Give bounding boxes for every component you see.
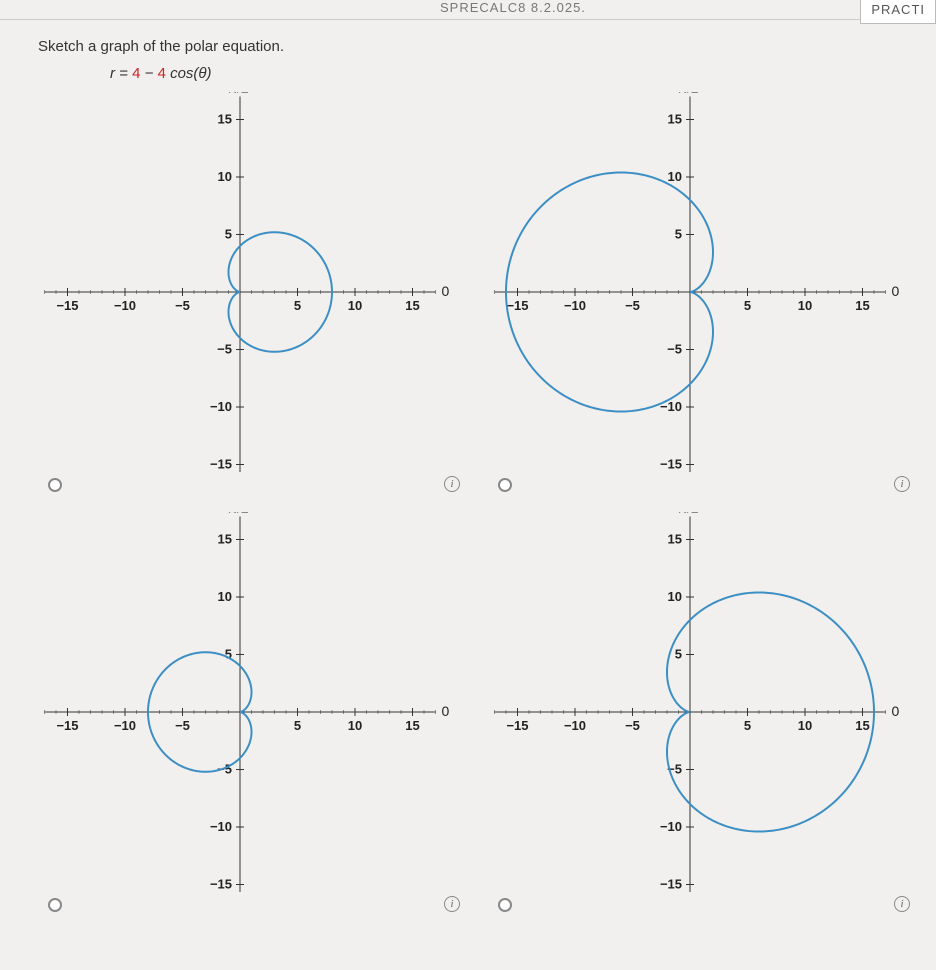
prompt-text: Sketch a graph of the polar equation. bbox=[38, 38, 936, 55]
chart-A: −15 −10 −5 5 10 15 15 10 5 −5 −10 −15 π/2 0 bbox=[30, 92, 450, 472]
radio-D[interactable] bbox=[498, 898, 512, 912]
svg-text:10: 10 bbox=[798, 718, 812, 733]
svg-text:−15: −15 bbox=[210, 877, 232, 892]
svg-text:−15: −15 bbox=[56, 298, 78, 313]
eq-minus: − bbox=[140, 65, 157, 82]
chart-D: −15−10−55101515105−5−10−15π/20 bbox=[480, 512, 900, 892]
svg-text:−15: −15 bbox=[56, 718, 78, 733]
svg-text:π/2: π/2 bbox=[677, 512, 699, 516]
choice-D: −15−10−55101515105−5−10−15π/20 i bbox=[480, 512, 920, 932]
radio-A[interactable] bbox=[48, 478, 62, 492]
svg-text:−5: −5 bbox=[217, 342, 232, 357]
svg-text:15: 15 bbox=[405, 718, 419, 733]
svg-text:−10: −10 bbox=[564, 298, 586, 313]
svg-text:5: 5 bbox=[294, 298, 301, 313]
svg-text:15: 15 bbox=[218, 532, 232, 547]
svg-text:0: 0 bbox=[892, 283, 900, 299]
equation: r = 4 − 4 cos(θ) bbox=[110, 65, 936, 82]
svg-text:−10: −10 bbox=[210, 399, 232, 414]
svg-text:5: 5 bbox=[744, 718, 751, 733]
svg-text:−5: −5 bbox=[667, 342, 682, 357]
info-icon[interactable]: i bbox=[894, 476, 910, 492]
svg-text:π/2: π/2 bbox=[227, 92, 249, 96]
svg-text:−10: −10 bbox=[114, 718, 136, 733]
svg-text:15: 15 bbox=[668, 532, 682, 547]
svg-text:15: 15 bbox=[668, 112, 682, 127]
svg-text:−10: −10 bbox=[660, 399, 682, 414]
svg-text:0: 0 bbox=[442, 703, 450, 719]
svg-text:5: 5 bbox=[675, 647, 682, 662]
svg-text:0: 0 bbox=[442, 283, 450, 299]
svg-text:15: 15 bbox=[855, 718, 869, 733]
svg-text:10: 10 bbox=[218, 169, 232, 184]
eq-fn: cos(θ) bbox=[166, 65, 212, 82]
info-icon[interactable]: i bbox=[444, 476, 460, 492]
svg-text:5: 5 bbox=[225, 227, 232, 242]
problem-ref: SPRECALC8 8.2.025. bbox=[440, 0, 586, 15]
svg-text:−15: −15 bbox=[660, 877, 682, 892]
practice-button[interactable]: PRACTI bbox=[860, 0, 936, 24]
svg-text:10: 10 bbox=[348, 718, 362, 733]
svg-text:10: 10 bbox=[348, 298, 362, 313]
svg-text:−5: −5 bbox=[625, 718, 640, 733]
svg-text:−10: −10 bbox=[114, 298, 136, 313]
svg-text:π/2: π/2 bbox=[227, 512, 249, 516]
svg-text:−10: −10 bbox=[660, 819, 682, 834]
svg-text:−15: −15 bbox=[506, 298, 528, 313]
svg-text:−5: −5 bbox=[175, 718, 190, 733]
svg-text:−10: −10 bbox=[210, 819, 232, 834]
choice-C: −15−10−55101515105−5−10−15π/20 i bbox=[30, 512, 470, 932]
eq-b: 4 bbox=[158, 65, 166, 82]
chart-C: −15−10−55101515105−5−10−15π/20 bbox=[30, 512, 450, 892]
svg-text:−15: −15 bbox=[210, 457, 232, 472]
chart-B: −15 −10 −5 5 10 15 15 10 5 −5 −10 −15 π/2 0 bbox=[480, 92, 900, 472]
svg-text:5: 5 bbox=[675, 227, 682, 242]
eq-eq: = bbox=[115, 65, 132, 82]
svg-text:10: 10 bbox=[798, 298, 812, 313]
svg-text:−15: −15 bbox=[506, 718, 528, 733]
radio-C[interactable] bbox=[48, 898, 62, 912]
choice-A: −15 −10 −5 5 10 15 15 10 5 −5 −10 −15 π/2 0 i bbox=[30, 92, 470, 512]
svg-text:10: 10 bbox=[218, 589, 232, 604]
svg-text:15: 15 bbox=[405, 298, 419, 313]
svg-text:10: 10 bbox=[668, 589, 682, 604]
svg-text:5: 5 bbox=[744, 298, 751, 313]
svg-text:0: 0 bbox=[892, 703, 900, 719]
svg-text:−10: −10 bbox=[564, 718, 586, 733]
svg-text:−15: −15 bbox=[660, 457, 682, 472]
svg-text:−5: −5 bbox=[625, 298, 640, 313]
top-bar: SPRECALC8 8.2.025. PRACTI bbox=[0, 0, 936, 20]
svg-text:5: 5 bbox=[294, 718, 301, 733]
svg-text:15: 15 bbox=[855, 298, 869, 313]
radio-B[interactable] bbox=[498, 478, 512, 492]
svg-text:π/2: π/2 bbox=[677, 92, 699, 96]
svg-text:−5: −5 bbox=[175, 298, 190, 313]
info-icon[interactable]: i bbox=[444, 896, 460, 912]
info-icon[interactable]: i bbox=[894, 896, 910, 912]
svg-text:10: 10 bbox=[668, 169, 682, 184]
choice-B: −15 −10 −5 5 10 15 15 10 5 −5 −10 −15 π/2 0 i bbox=[480, 92, 920, 512]
svg-text:15: 15 bbox=[218, 112, 232, 127]
